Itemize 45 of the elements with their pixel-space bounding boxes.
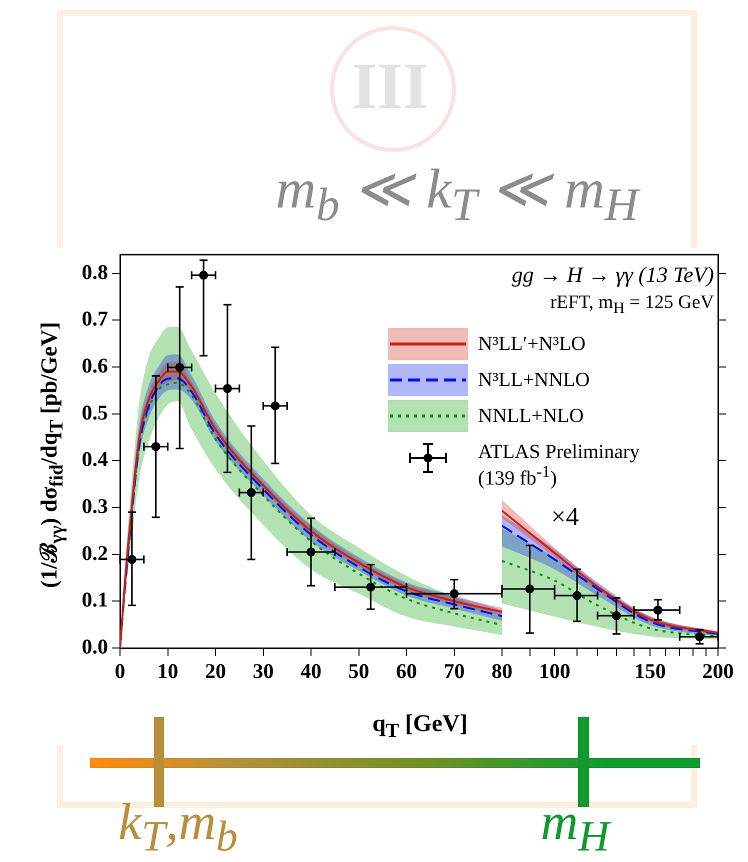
point <box>695 632 704 642</box>
y-tick-label: 0.8 <box>82 260 108 284</box>
legend-label: N³LL+NNLO <box>478 368 590 390</box>
x-axis-title: q$_{T}$ [GeV] <box>372 711 468 743</box>
point <box>199 270 208 280</box>
x-tick-label: 30 <box>252 659 274 684</box>
y-tick-label: 0.1 <box>82 588 108 612</box>
legend-label: ATLAS Preliminary (139 fb$^{-1}$) <box>478 441 641 490</box>
point <box>246 488 256 498</box>
x-tick-label: 40 <box>300 659 322 684</box>
text: m$_{b}$ ≪ k$_{T}$ ≪ m$_{H}$ <box>276 158 638 231</box>
y-tick-label: 0.7 <box>82 306 108 331</box>
y-tick-label: 0.4 <box>82 447 108 472</box>
point <box>270 401 280 410</box>
legend-label: NNLL+NLO <box>478 404 584 426</box>
y-tick-label: 0.3 <box>82 494 108 518</box>
text: rEFT, m$_{H}$ = 125 GeV <box>550 292 714 318</box>
text: m$_{H}$ <box>540 794 610 861</box>
text: k$_{T}$,m$_{b}$ <box>118 794 238 861</box>
x-tick-label: 0 <box>114 659 126 684</box>
point <box>306 547 316 556</box>
point <box>222 384 232 394</box>
point <box>151 442 160 452</box>
point <box>612 611 621 620</box>
x-tick-label: 70 <box>444 659 465 684</box>
y-tick-label: 0.6 <box>82 353 108 378</box>
x-tick-label: 100 <box>538 659 570 684</box>
x-tick-label: 10 <box>157 659 178 684</box>
annotation: ×4 <box>551 502 579 531</box>
point <box>366 582 376 592</box>
x-tick-label: 50 <box>348 659 370 684</box>
y-tick-label: 0.0 <box>82 634 108 658</box>
x-tick-label: 80 <box>492 659 512 684</box>
x-tick-label: 60 <box>396 659 417 684</box>
y-tick-label: 0.2 <box>82 540 108 565</box>
x-tick-label: 20 <box>205 659 226 684</box>
y-tick-label: 0.5 <box>82 400 108 424</box>
legend-label: N³LL′+N³LO <box>478 332 586 354</box>
x-tick-label: 150 <box>634 659 666 684</box>
point <box>127 554 136 564</box>
chart-title: gg → H → γγ (13 TeV) <box>512 262 714 288</box>
x-tick-label: 200 <box>702 659 734 684</box>
point <box>450 589 459 598</box>
point <box>653 606 662 615</box>
point <box>175 362 184 372</box>
